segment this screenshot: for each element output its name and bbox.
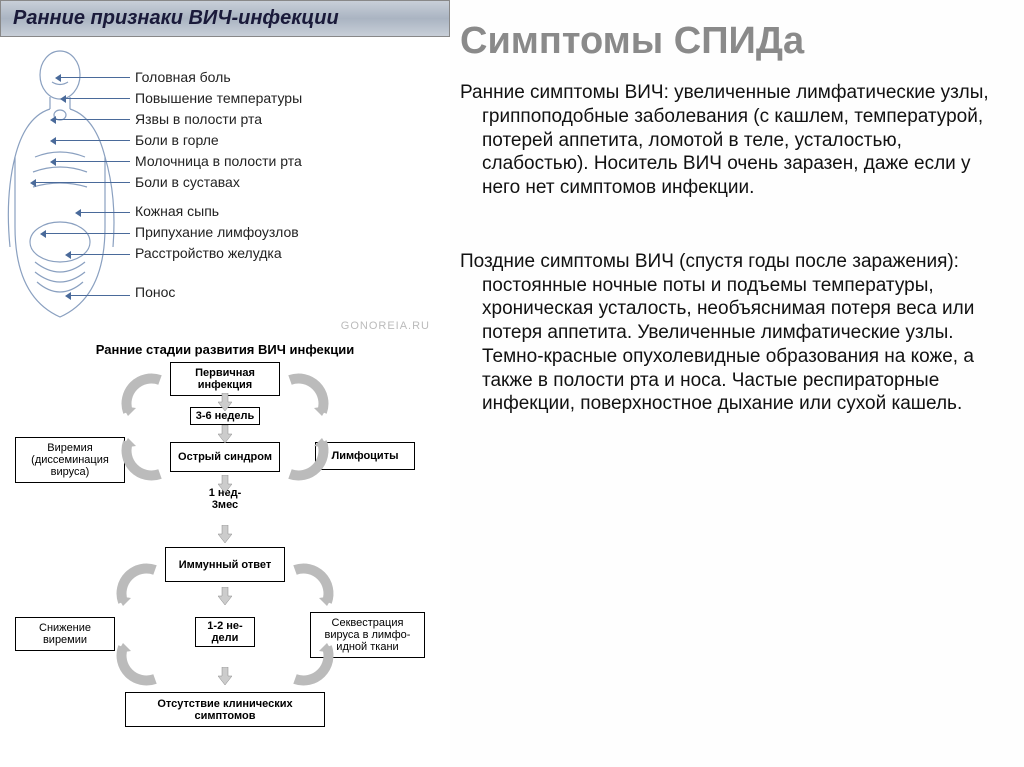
symptom-arrow xyxy=(80,212,130,213)
down-arrow-icon xyxy=(218,587,232,605)
symptom-arrow xyxy=(55,140,130,141)
curved-arrow-icon xyxy=(280,372,330,422)
flow-node: Снижение виремии xyxy=(15,617,115,651)
symptom-arrow xyxy=(70,254,130,255)
flow-node: Лимфоциты xyxy=(315,442,415,470)
header-banner: Ранние признаки ВИЧ-инфекции xyxy=(0,0,450,37)
right-column: Симптомы СПИДа Ранние симптомы ВИЧ: увел… xyxy=(450,0,1024,767)
flow-node: Отсутствие клинических симптомов xyxy=(125,692,325,727)
symptom-label: Боли в суставах xyxy=(135,172,302,193)
down-arrow-icon xyxy=(218,393,232,411)
flow-node: Первичная инфекция xyxy=(170,362,280,396)
flowchart-title: Ранние стадии развития ВИЧ инфекции xyxy=(10,342,440,357)
symptom-label: Понос xyxy=(135,282,302,303)
symptom-label: Молочница в полости рта xyxy=(135,151,302,172)
down-arrow-icon xyxy=(218,425,232,443)
down-arrow-icon xyxy=(218,475,232,493)
curved-arrow-icon xyxy=(285,562,335,612)
curved-arrow-icon xyxy=(285,637,335,687)
watermark: GONOREIA.RU xyxy=(341,320,430,332)
symptom-label-list: Головная боль Повышение температуры Язвы… xyxy=(135,67,302,303)
paragraph-early: Ранние симптомы ВИЧ: увеличенные лимфати… xyxy=(460,81,994,200)
curved-arrow-icon xyxy=(120,372,170,422)
down-arrow-icon xyxy=(218,667,232,685)
curved-arrow-icon xyxy=(115,562,165,612)
curved-arrow-icon xyxy=(280,432,330,482)
symptom-label: Припухание лимфоузлов xyxy=(135,222,302,243)
symptom-arrow xyxy=(45,233,130,234)
flowchart-area: Ранние стадии развития ВИЧ инфекции Перв… xyxy=(0,337,450,757)
paragraph-late: Поздние симптомы ВИЧ (спустя годы после … xyxy=(460,250,994,416)
symptom-arrow xyxy=(60,77,130,78)
symptom-arrow xyxy=(70,295,130,296)
symptom-label: Повышение температуры xyxy=(135,88,302,109)
symptom-label: Боли в горле xyxy=(135,130,302,151)
flow-node: Острый синдром xyxy=(170,442,280,472)
main-title: Симптомы СПИДа xyxy=(460,20,994,63)
left-column: Ранние признаки ВИЧ-инфекции xyxy=(0,0,450,767)
symptom-label: Язвы в полости рта xyxy=(135,109,302,130)
symptom-arrow xyxy=(55,119,130,120)
curved-arrow-icon xyxy=(120,432,170,482)
flow-node: Иммунный ответ xyxy=(165,547,285,582)
symptom-label: Кожная сыпь xyxy=(135,201,302,222)
flow-duration-label: 1-2 не-дели xyxy=(195,617,255,647)
body-diagram-area: Головная боль Повышение температуры Язвы… xyxy=(0,37,450,337)
curved-arrow-icon xyxy=(115,637,165,687)
symptom-label: Головная боль xyxy=(135,67,302,88)
down-arrow-icon xyxy=(218,525,232,543)
symptom-arrow xyxy=(35,182,130,183)
symptom-arrow xyxy=(55,161,130,162)
flow-node: Виремия (диссеминация вируса) xyxy=(15,437,125,483)
symptom-label: Расстройство желудка xyxy=(135,243,302,264)
symptom-arrow xyxy=(65,98,130,99)
torso-illustration xyxy=(5,47,125,327)
